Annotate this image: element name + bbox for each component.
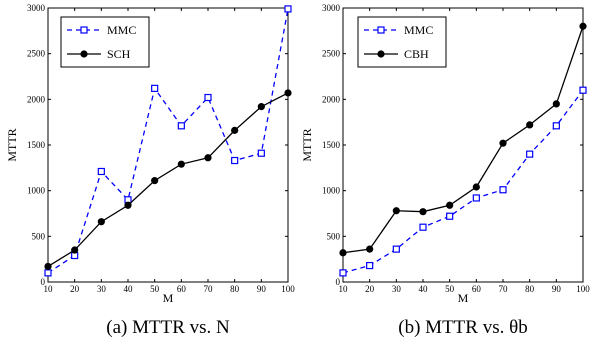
data-point-cbh bbox=[526, 121, 534, 129]
x-tick-label: 100 bbox=[576, 284, 590, 294]
x-tick-label: 60 bbox=[177, 284, 187, 294]
caption: (b) MTTR vs. θb bbox=[398, 317, 527, 338]
data-point-mmc bbox=[284, 5, 292, 13]
y-tick-label: 2000 bbox=[322, 94, 341, 104]
x-tick-label: 20 bbox=[365, 284, 375, 294]
data-point-mmc bbox=[151, 84, 159, 92]
y-tick-label: 500 bbox=[327, 231, 341, 241]
data-point-cbh bbox=[339, 249, 347, 257]
x-tick-label: 80 bbox=[230, 284, 240, 294]
data-point-mmc bbox=[339, 269, 347, 277]
data-point-sch bbox=[124, 201, 132, 209]
y-tick-label: 1000 bbox=[27, 186, 46, 196]
data-point-sch bbox=[284, 89, 292, 97]
legend-label-mmc: MMC bbox=[107, 23, 136, 37]
legend-box bbox=[60, 16, 150, 68]
x-axis-label: M bbox=[458, 291, 469, 305]
data-point-cbh bbox=[499, 139, 507, 147]
data-point-mmc bbox=[526, 150, 534, 158]
y-tick-label: 1500 bbox=[322, 140, 341, 150]
x-tick-label: 50 bbox=[445, 284, 455, 294]
data-point-mmc bbox=[579, 86, 587, 94]
legend-marker-mmc bbox=[377, 26, 385, 34]
series-line-mmc bbox=[47, 8, 289, 274]
data-point-sch bbox=[44, 262, 52, 271]
data-point-mmc bbox=[552, 122, 560, 130]
data-point-mmc bbox=[499, 186, 507, 194]
series-line-mmc bbox=[342, 89, 584, 274]
x-tick-label: 100 bbox=[281, 284, 295, 294]
legend-label-sch: SCH bbox=[107, 47, 131, 61]
data-point-sch bbox=[204, 154, 212, 162]
y-axis-label: MTTR bbox=[300, 128, 314, 161]
data-point-sch bbox=[257, 103, 265, 111]
x-tick-label: 90 bbox=[552, 284, 562, 294]
x-tick-label: 90 bbox=[257, 284, 267, 294]
legend-label-cbh: CBH bbox=[404, 47, 429, 61]
data-point-cbh bbox=[472, 183, 480, 191]
data-point-sch bbox=[177, 160, 185, 168]
legend-marker-cbh bbox=[377, 50, 385, 58]
x-tick-label: 10 bbox=[339, 284, 349, 294]
x-axis-label: M bbox=[163, 291, 174, 305]
legend-label-mmc: MMC bbox=[404, 23, 433, 37]
data-point-mmc bbox=[392, 245, 400, 253]
data-point-mmc bbox=[419, 223, 427, 231]
x-tick-label: 40 bbox=[419, 284, 429, 294]
y-tick-label: 0 bbox=[336, 277, 341, 287]
series-line-sch bbox=[47, 92, 289, 268]
data-point-mmc bbox=[472, 194, 480, 202]
x-tick-label: 10 bbox=[44, 284, 54, 294]
data-point-cbh bbox=[419, 208, 427, 216]
data-point-mmc bbox=[257, 149, 265, 157]
y-tick-label: 1500 bbox=[27, 140, 46, 150]
data-point-sch bbox=[97, 218, 105, 226]
y-tick-label: 0 bbox=[41, 277, 46, 287]
x-tick-label: 70 bbox=[499, 284, 509, 294]
data-point-mmc bbox=[177, 122, 185, 130]
x-tick-label: 30 bbox=[97, 284, 107, 294]
legend-box bbox=[357, 16, 447, 68]
data-point-mmc bbox=[97, 167, 105, 176]
y-tick-label: 2500 bbox=[27, 49, 46, 59]
data-point-mmc bbox=[44, 269, 52, 277]
data-point-mmc bbox=[366, 261, 374, 270]
y-tick-label: 2500 bbox=[322, 49, 341, 59]
data-point-sch bbox=[71, 246, 79, 254]
series-line-cbh bbox=[342, 26, 584, 254]
data-point-cbh bbox=[392, 207, 400, 215]
x-tick-label: 60 bbox=[472, 284, 482, 294]
data-point-sch bbox=[231, 126, 239, 134]
x-tick-label: 70 bbox=[204, 284, 214, 294]
data-point-mmc bbox=[231, 156, 239, 165]
legend-marker-sch bbox=[80, 50, 88, 58]
x-tick-label: 20 bbox=[70, 284, 80, 294]
chart-panel-b: 10 20 30 40 50 60 70 80 90 1000500100015002000250… bbox=[300, 3, 590, 338]
y-tick-label: 3000 bbox=[322, 3, 341, 13]
y-axis-label: MTTR bbox=[5, 128, 19, 161]
data-point-mmc bbox=[446, 212, 454, 220]
legend-marker-mmc bbox=[80, 26, 88, 34]
x-tick-label: 40 bbox=[124, 284, 134, 294]
x-tick-label: 30 bbox=[392, 284, 402, 294]
y-tick-label: 3000 bbox=[27, 3, 46, 13]
data-point-cbh bbox=[446, 201, 454, 209]
data-point-cbh bbox=[579, 22, 587, 30]
caption: (a) MTTR vs. N bbox=[106, 317, 230, 338]
data-point-mmc bbox=[204, 93, 212, 102]
chart-panel-a: 10 20 30 40 50 60 70 80 90 1000500100015002000250… bbox=[5, 3, 295, 338]
y-tick-label: 2000 bbox=[27, 94, 46, 104]
x-tick-label: 80 bbox=[525, 284, 535, 294]
x-tick-label: 50 bbox=[150, 284, 160, 294]
y-tick-label: 500 bbox=[32, 231, 46, 241]
data-point-cbh bbox=[552, 100, 560, 108]
data-point-sch bbox=[151, 177, 159, 185]
data-point-cbh bbox=[366, 245, 374, 253]
y-tick-label: 1000 bbox=[322, 186, 341, 196]
